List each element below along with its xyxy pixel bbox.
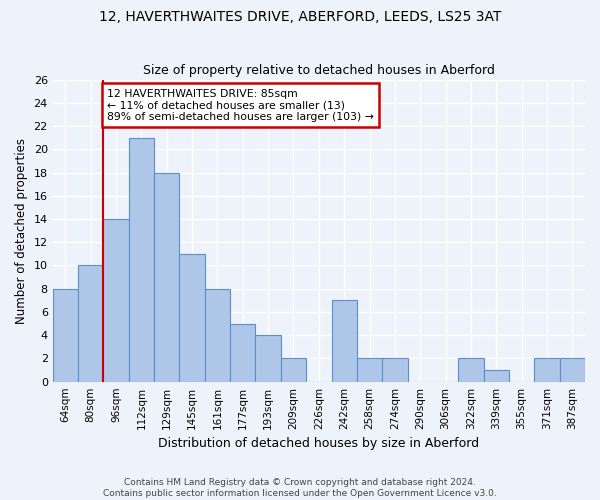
Bar [129, 138, 154, 382]
Bar [256, 335, 281, 382]
Bar [560, 358, 585, 382]
Bar [382, 358, 407, 382]
Bar [179, 254, 205, 382]
Bar [332, 300, 357, 382]
Y-axis label: Number of detached properties: Number of detached properties [15, 138, 28, 324]
Bar [154, 172, 179, 382]
Bar [458, 358, 484, 382]
Bar [230, 324, 256, 382]
Bar [535, 358, 560, 382]
Bar [357, 358, 382, 382]
Text: 12, HAVERTHWAITES DRIVE, ABERFORD, LEEDS, LS25 3AT: 12, HAVERTHWAITES DRIVE, ABERFORD, LEEDS… [99, 10, 501, 24]
Title: Size of property relative to detached houses in Aberford: Size of property relative to detached ho… [143, 64, 495, 77]
Bar [53, 288, 78, 382]
Text: 12 HAVERTHWAITES DRIVE: 85sqm
← 11% of detached houses are smaller (13)
89% of s: 12 HAVERTHWAITES DRIVE: 85sqm ← 11% of d… [107, 89, 374, 122]
Bar [78, 266, 103, 382]
Text: Contains HM Land Registry data © Crown copyright and database right 2024.
Contai: Contains HM Land Registry data © Crown c… [103, 478, 497, 498]
X-axis label: Distribution of detached houses by size in Aberford: Distribution of detached houses by size … [158, 437, 479, 450]
Bar [484, 370, 509, 382]
Bar [281, 358, 306, 382]
Bar [103, 219, 129, 382]
Bar [205, 288, 230, 382]
